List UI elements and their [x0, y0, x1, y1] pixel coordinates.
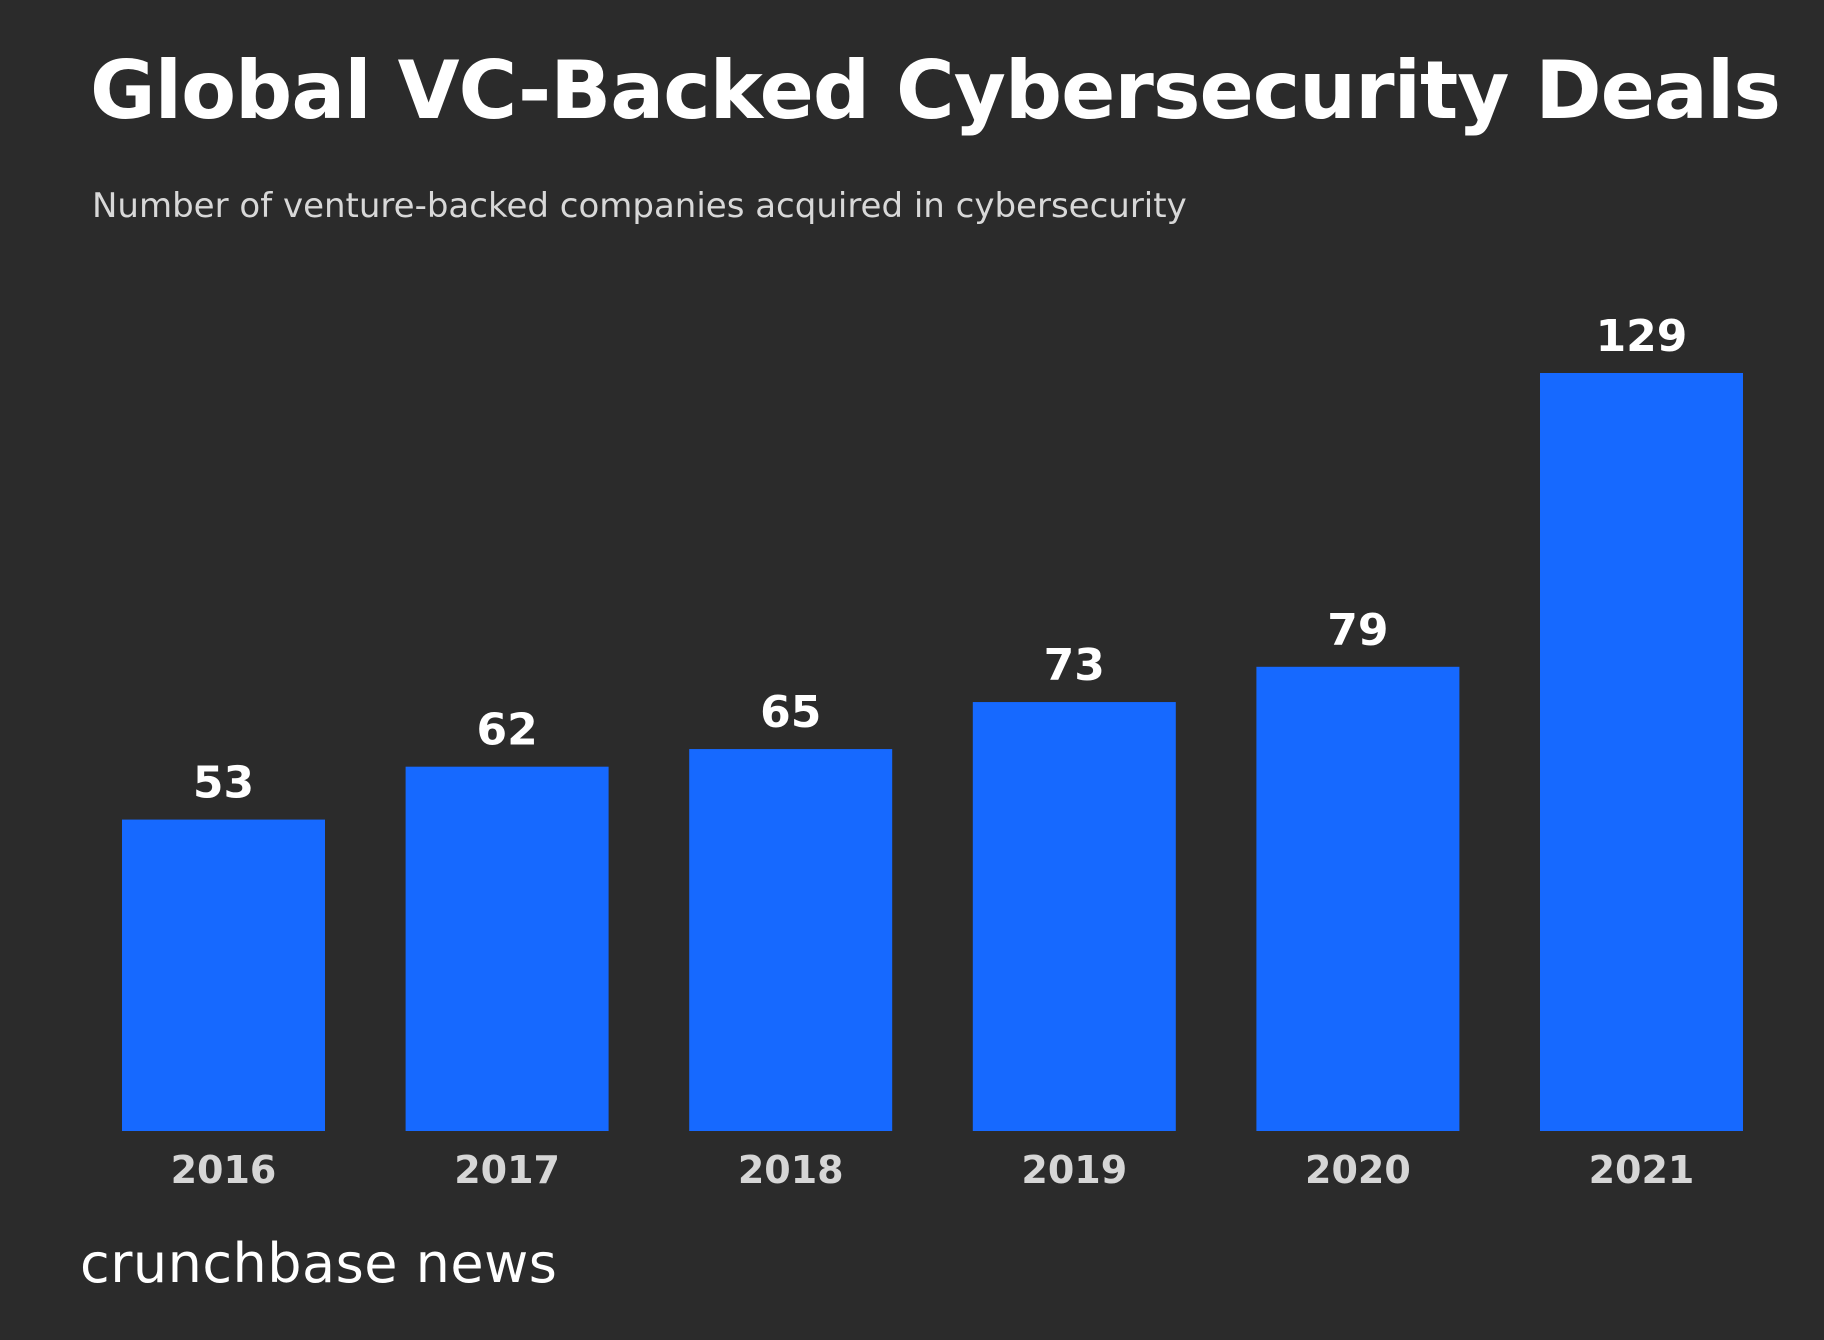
- x-tick-label-2016: 2016: [171, 1148, 277, 1192]
- bar-2017: [405, 766, 609, 1131]
- chart-subtitle: Number of venture-backed companies acqui…: [92, 186, 1187, 226]
- bar-2019: [972, 702, 1176, 1131]
- value-label-2021: 129: [1596, 311, 1688, 362]
- value-label-2019: 73: [1044, 640, 1105, 691]
- x-tick-label-2018: 2018: [738, 1148, 844, 1192]
- x-tick-label-2021: 2021: [1589, 1148, 1695, 1192]
- x-tick-label-2019: 2019: [1021, 1148, 1127, 1192]
- bar-2016: [122, 819, 325, 1131]
- bar-2021: [1540, 373, 1743, 1131]
- value-label-2016: 53: [193, 758, 254, 809]
- chart-title: Global VC-Backed Cybersecurity Deals: [90, 44, 1781, 137]
- value-label-2018: 65: [760, 687, 821, 738]
- bar-2018: [689, 749, 893, 1131]
- x-tick-label-2020: 2020: [1305, 1148, 1411, 1192]
- bar-2020: [1256, 666, 1460, 1131]
- value-label-2020: 79: [1327, 605, 1388, 656]
- value-label-2017: 62: [476, 705, 537, 756]
- x-tick-label-2017: 2017: [454, 1148, 560, 1192]
- crunchbase-news-logo: crunchbase news: [80, 1232, 558, 1295]
